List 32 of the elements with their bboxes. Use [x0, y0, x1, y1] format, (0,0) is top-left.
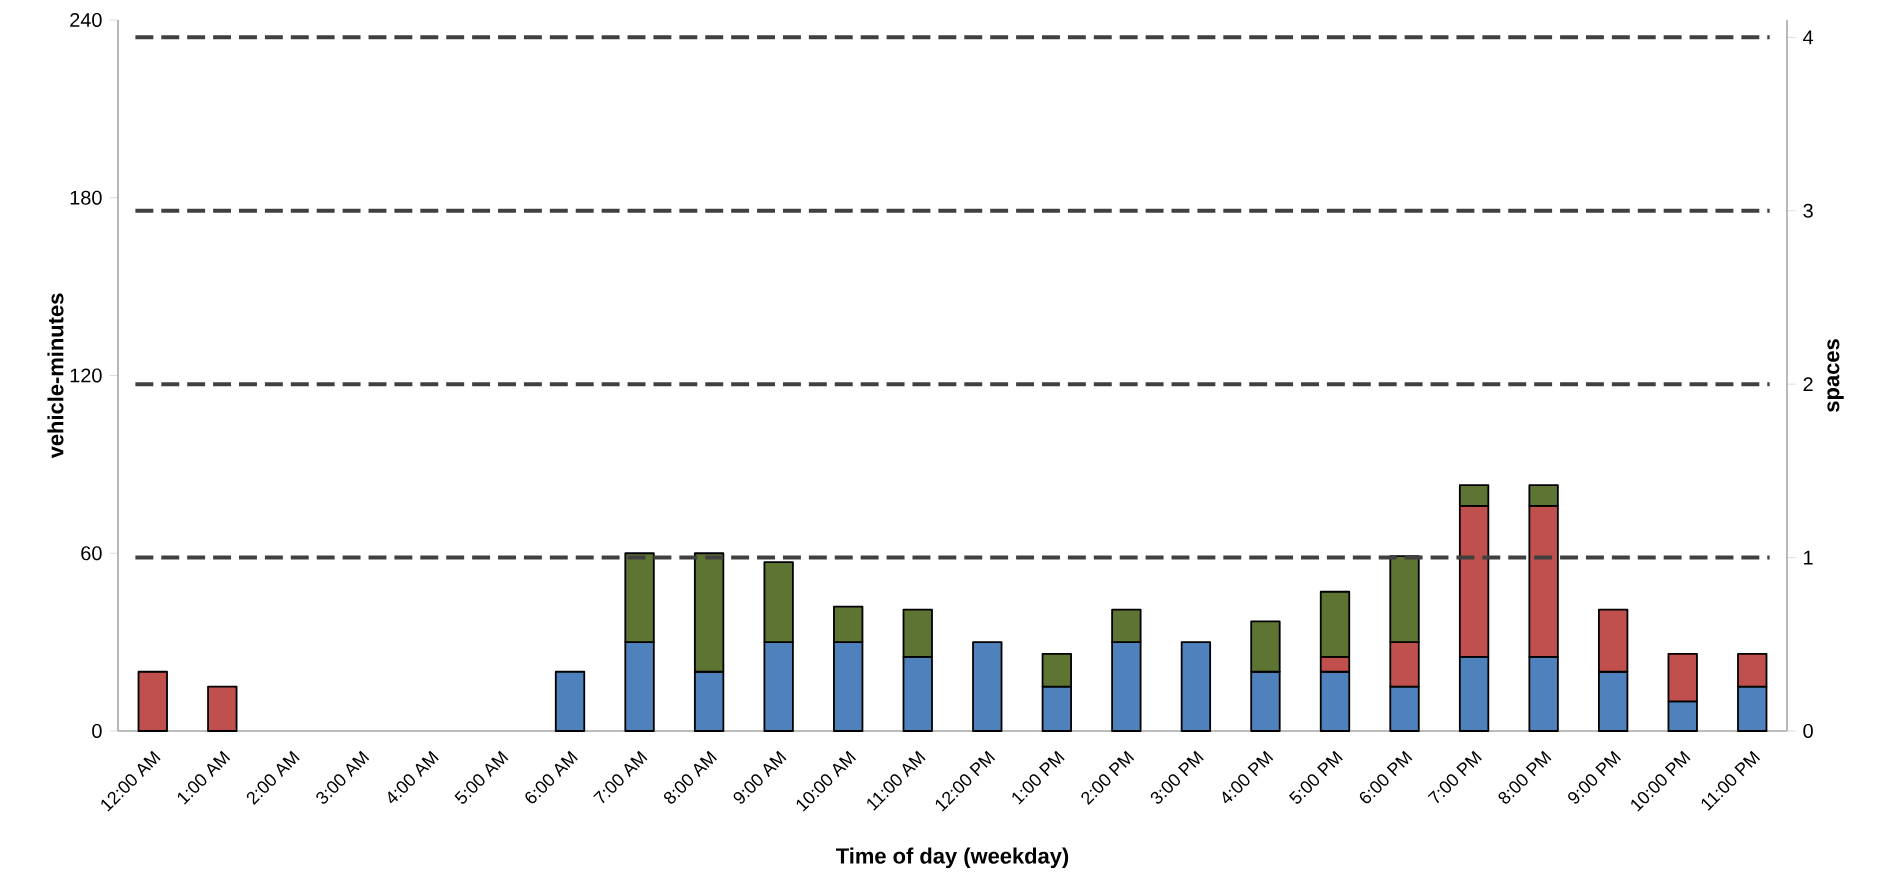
- y-tick-label: 60: [81, 546, 102, 561]
- y-tick-label: 0: [92, 723, 102, 739]
- y-tick-label: 240: [70, 12, 102, 28]
- x-tick-label: 4:00 PM: [1222, 750, 1274, 804]
- bar: [137, 670, 168, 732]
- x-tick-label: 7:00 PM: [1427, 750, 1482, 804]
- y2-tick-label: 2: [1803, 377, 1813, 392]
- x-tick-label: 8:00 PM: [1498, 750, 1552, 804]
- x-tick-label: 5:00 AM: [454, 750, 509, 804]
- bar: [972, 641, 1003, 732]
- y2-axis-title: spaces: [1827, 339, 1844, 412]
- x-axis-title: Time of day (weekday): [836, 847, 1069, 869]
- x-tick-label: 9:00 PM: [1568, 750, 1621, 804]
- x-tick-label: 7:00 AM: [593, 750, 648, 804]
- x-tick-label: 3:00 AM: [316, 750, 370, 804]
- bar: [1180, 641, 1212, 732]
- x-tick-label: 8:00 AM: [663, 750, 717, 804]
- y-tick-label: 180: [70, 190, 102, 205]
- x-tick-label: 6:00 AM: [525, 750, 578, 804]
- x-tick-label: 9:00 AM: [733, 750, 787, 804]
- y2-tick-label: 3: [1803, 203, 1813, 218]
- x-tick-label: 3:00 PM: [1150, 750, 1204, 804]
- bar: [554, 670, 586, 732]
- y2-tick-label: 0: [1803, 723, 1813, 739]
- y-tick-label: 120: [70, 368, 102, 383]
- x-tick-label: 6:00 PM: [1359, 750, 1413, 804]
- y2-tick-label: 1: [1804, 550, 1813, 565]
- x-tick-label: 4:00 AM: [388, 750, 439, 804]
- x-tick-label: 5:00 PM: [1288, 750, 1343, 804]
- y2-tick-label: 4: [1803, 30, 1814, 45]
- y-axis-title: vehicle-minutes: [47, 293, 64, 459]
- bar: [207, 685, 238, 732]
